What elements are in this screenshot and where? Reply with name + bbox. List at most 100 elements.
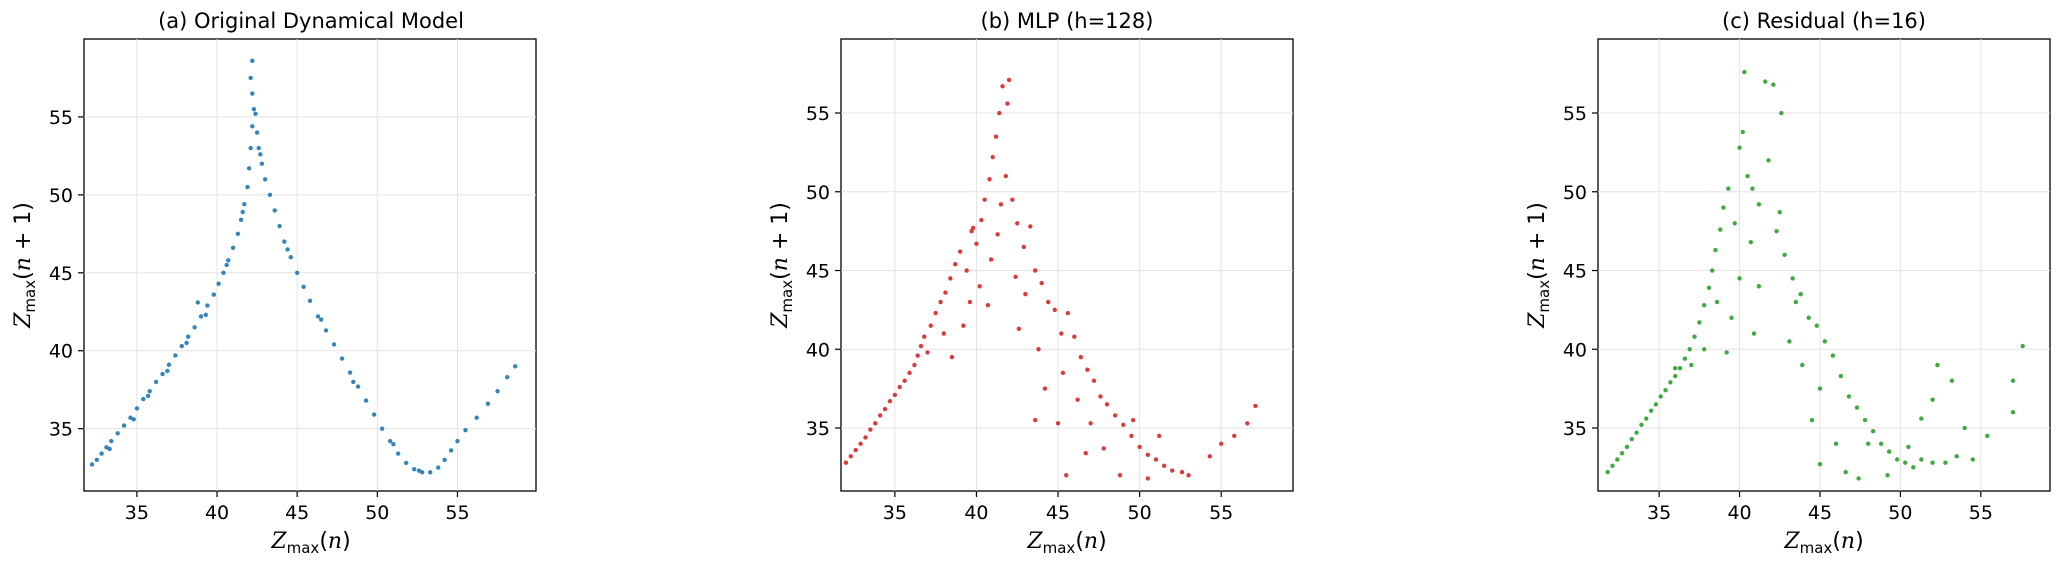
- panel-c: (c) Residual (h=16) 35 40 45 50 55 35 40 45 50 5…: [1525, 9, 2051, 557]
- data-point: [323, 328, 329, 333]
- data-point: [1219, 441, 1224, 446]
- y-tick-label: 45: [1563, 261, 1587, 283]
- data-point: [185, 334, 191, 339]
- data-point: [1032, 417, 1038, 423]
- x-tick-label: 40: [1727, 502, 1751, 524]
- data-point: [1232, 433, 1237, 439]
- data-point: [892, 392, 898, 398]
- data-point: [1856, 476, 1861, 481]
- y-tick-label: 55: [49, 107, 73, 129]
- data-point: [179, 343, 184, 349]
- data-point: [1145, 452, 1150, 457]
- data-point: [1060, 370, 1066, 376]
- panel-a-title: (a) Original Dynamical Model: [158, 9, 464, 33]
- data-point: [993, 134, 999, 139]
- data-point: [1740, 129, 1745, 135]
- panel-a-xticks: 35 40 45 50 55: [125, 491, 470, 524]
- data-point: [987, 176, 992, 182]
- data-point: [301, 284, 306, 290]
- data-point: [134, 406, 140, 411]
- data-point: [858, 441, 863, 446]
- data-point: [1075, 397, 1080, 402]
- data-point: [387, 438, 393, 444]
- data-point: [251, 106, 257, 112]
- data-point: [1052, 307, 1057, 313]
- data-point: [998, 202, 1004, 207]
- data-point: [1137, 444, 1142, 450]
- data-point: [1653, 402, 1659, 407]
- data-point: [1129, 433, 1134, 439]
- data-point: [256, 145, 261, 151]
- data-point: [848, 454, 853, 459]
- x-tick-label: 45: [1046, 502, 1070, 524]
- data-point: [211, 292, 217, 297]
- data-point: [147, 389, 152, 394]
- data-point: [1854, 405, 1860, 410]
- data-point: [974, 241, 979, 246]
- data-point: [1777, 210, 1782, 215]
- data-point: [145, 393, 151, 399]
- data-point: [2010, 410, 2016, 415]
- data-point: [1763, 79, 1768, 84]
- data-point: [868, 427, 873, 432]
- data-point: [1682, 356, 1688, 361]
- data-point: [238, 217, 244, 222]
- data-point: [1885, 473, 1890, 478]
- data-point: [1042, 386, 1048, 391]
- data-point: [982, 197, 987, 202]
- data-point: [912, 362, 917, 368]
- data-point: [1648, 408, 1654, 413]
- data-point: [1121, 422, 1126, 428]
- data-point: [254, 130, 260, 135]
- data-point: [1766, 158, 1771, 163]
- data-point: [1005, 101, 1010, 106]
- data-point: [1701, 347, 1707, 352]
- data-point: [1170, 468, 1175, 473]
- data-point: [1028, 224, 1033, 229]
- data-point: [1846, 394, 1852, 399]
- panel-c-ylabel: Zmax(n + 1): [1525, 202, 1553, 329]
- data-point: [94, 457, 100, 463]
- data-point: [1046, 299, 1051, 305]
- data-point: [943, 290, 948, 295]
- data-point: [259, 161, 265, 166]
- data-point: [1790, 276, 1795, 281]
- panel-a-frame: [83, 38, 537, 492]
- data-point: [1015, 221, 1020, 226]
- data-point: [1697, 320, 1702, 325]
- data-point: [915, 353, 920, 358]
- data-point: [1830, 353, 1836, 358]
- data-point: [1745, 173, 1750, 179]
- panel-a-yticks: 35 40 45 50 55: [49, 107, 84, 441]
- data-point: [1016, 326, 1022, 331]
- data-point: [391, 442, 396, 447]
- data-point: [1098, 394, 1103, 399]
- data-point: [1663, 388, 1668, 393]
- x-tick-label: 45: [1808, 502, 1832, 524]
- y-tick-label: 50: [1563, 182, 1587, 204]
- data-point: [1088, 421, 1093, 426]
- data-point: [1063, 473, 1069, 478]
- y-tick-label: 45: [806, 261, 830, 283]
- data-point: [347, 370, 353, 375]
- data-point: [282, 239, 287, 244]
- data-point: [195, 300, 201, 305]
- data-point: [248, 75, 253, 81]
- data-point: [1949, 378, 1955, 383]
- data-point: [240, 209, 245, 215]
- data-point: [985, 302, 991, 308]
- data-point: [1153, 457, 1159, 462]
- data-point: [115, 431, 120, 436]
- data-point: [1962, 425, 1967, 431]
- data-point: [1629, 436, 1634, 442]
- data-point: [411, 466, 417, 472]
- data-point: [1906, 444, 1911, 450]
- data-point: [1919, 416, 1924, 421]
- x-tick-label: 45: [285, 502, 309, 524]
- data-point: [1605, 469, 1610, 475]
- data-point: [277, 223, 282, 229]
- data-point: [1104, 402, 1110, 407]
- x-tick-label: 50: [1128, 502, 1152, 524]
- data-point: [933, 310, 938, 316]
- data-point: [2020, 343, 2025, 349]
